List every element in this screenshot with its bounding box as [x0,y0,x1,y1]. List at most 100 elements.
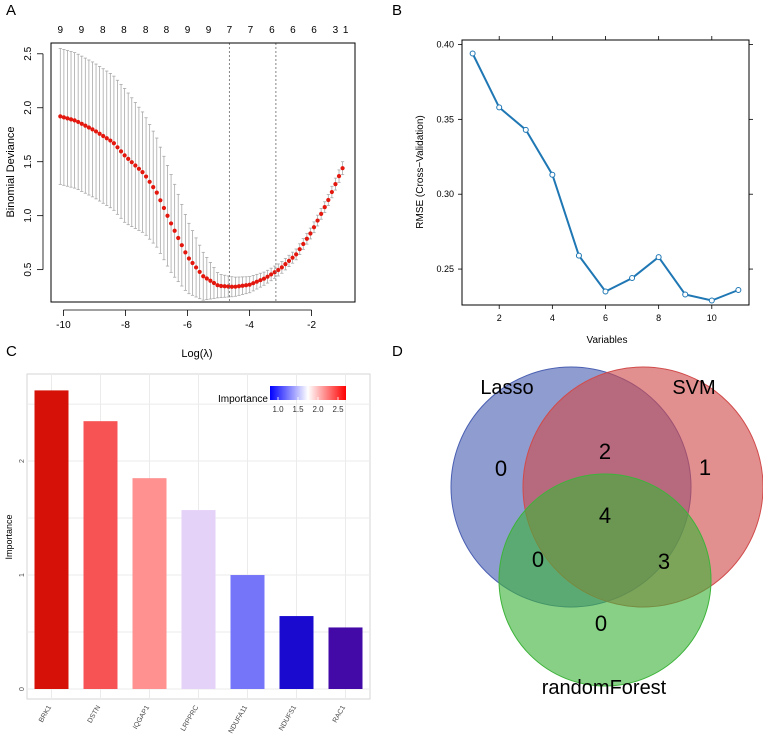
deviance-point [229,284,234,289]
x-tick-label: -8 [121,320,130,331]
panel-b-frame [461,39,750,306]
y-tick-label: 1 [19,573,26,577]
y-tick-label: 1.0 [23,208,34,222]
x-tick-label: 4 [550,313,555,323]
panel-d-label: D [392,343,403,360]
x-tick-label: BRK1 [38,704,53,723]
y-tick-label: 0.35 [436,114,454,124]
rmse-point [735,287,742,294]
deviance-point [322,205,327,210]
x-tick-label: LRPPRC [180,705,200,733]
top-count-label: 9 [185,25,191,36]
x-tick-label: NDUFA11 [228,704,250,734]
deviance-point [304,236,309,241]
deviance-point [136,166,142,171]
rmse-point [522,126,529,133]
importance-bar [279,616,314,689]
deviance-point [286,258,292,264]
deviance-point [190,260,195,266]
deviance-point [329,189,334,195]
importance-bar [83,421,118,689]
x-tick-label: 8 [656,313,661,323]
panel-b-x-label: Variables [587,335,628,346]
rmse-point [575,252,582,259]
top-count-label: 3 [333,25,339,36]
deviance-point [265,274,270,279]
deviance-point [76,119,81,125]
deviance-point [68,117,74,122]
deviance-point [129,160,134,165]
rmse-point [602,288,609,295]
x-tick-label: -2 [307,320,316,331]
x-tick-label: RAC1 [332,704,347,724]
x-tick-label: 2 [497,313,502,323]
deviance-point [336,174,342,179]
legend-color-bar [270,386,346,400]
importance-bar [132,478,167,689]
legend-tick-label: 2.0 [312,405,324,414]
deviance-point [86,125,91,130]
venn-count-svm-only: 1 [699,455,711,480]
deviance-point [72,118,77,123]
deviance-point [236,284,242,289]
importance-bar [181,510,216,689]
deviance-point [161,205,167,211]
importance-bar [230,575,265,689]
deviance-point [122,153,127,158]
deviance-point [276,267,281,273]
panel-b-points [469,50,742,304]
rmse-point [549,171,556,178]
panel-c-y-label: Importance [4,514,14,559]
deviance-point [333,181,338,187]
deviance-point [101,133,106,139]
top-count-label: 8 [100,25,106,36]
deviance-point [154,190,159,195]
venn-count-all-three: 4 [599,503,611,528]
top-count-label: 7 [248,25,254,36]
deviance-point [201,274,206,279]
top-count-label: 9 [58,25,64,36]
deviance-point [186,256,192,261]
deviance-point [61,115,66,120]
deviance-point [311,225,317,230]
venn-count-rf-only: 0 [595,611,607,636]
panel-b-x-ticks: 2 4 6 8 10 [497,36,717,323]
venn-count-svm-rf: 3 [658,549,670,574]
top-count-label: 6 [311,25,317,36]
y-tick-label: 1.5 [23,154,34,168]
deviance-point [222,284,227,289]
y-tick-label: 0.40 [436,39,454,49]
top-count-label: 9 [79,25,85,36]
importance-bar [34,390,69,689]
y-tick-label: 2 [19,459,26,463]
deviance-point [104,136,109,141]
venn-label-lasso: Lasso [480,377,533,399]
deviance-point [126,156,131,161]
legend-tick-label: 1.5 [292,405,304,414]
top-count-label: 1 [343,25,349,36]
panel-a-error-bars [58,47,345,301]
venn-count-lasso-rf: 0 [532,547,544,572]
rmse-point [469,50,476,57]
panel-a-y-label: Binomial Deviance [5,126,17,217]
top-count-label: 9 [206,25,212,36]
deviance-point [297,247,302,252]
deviance-point [151,185,156,190]
deviance-point [133,163,138,168]
deviance-point [97,131,102,136]
panel-d: D Lasso SVM randomForest 0 1 0 2 0 3 4 [392,343,763,699]
deviance-point [269,272,274,277]
panel-b-y-label: RMSE (Cross−Validation) [415,115,426,228]
panel-b-y-ticks: 0.25 0.30 0.35 0.40 [436,39,753,274]
rmse-point [629,275,636,282]
deviance-point [183,250,188,255]
x-tick-label: -10 [56,320,71,331]
y-tick-label: 0.25 [436,264,454,274]
deviance-point [176,235,181,241]
rmse-point [682,291,689,298]
y-tick-label: 0.5 [23,262,34,276]
panel-a-frame [50,42,356,303]
x-tick-label: -4 [245,320,254,331]
deviance-point [279,265,284,270]
